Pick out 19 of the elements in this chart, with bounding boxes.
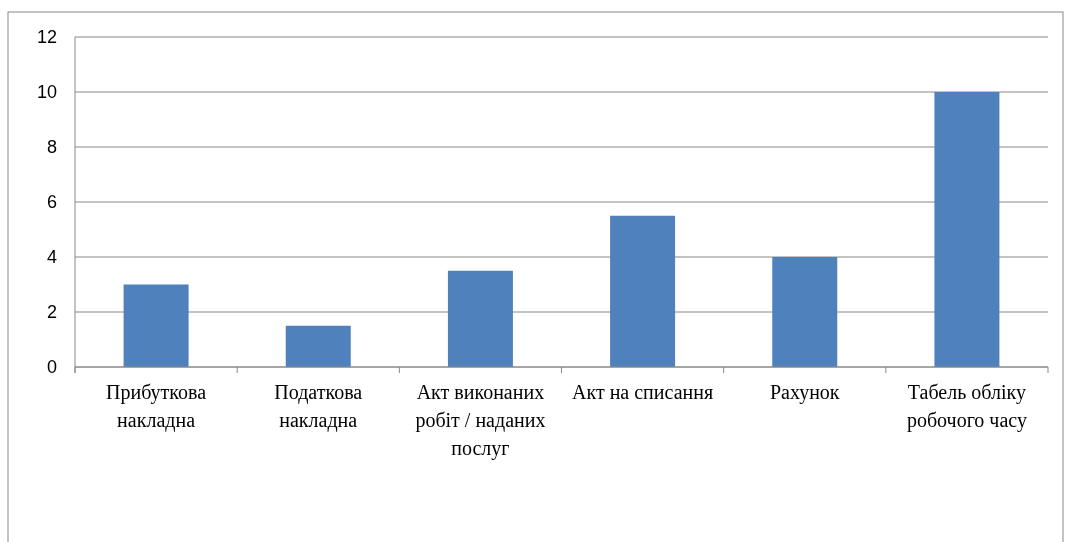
bar	[610, 215, 676, 367]
x-tick-label: Прибуткова накладна	[106, 381, 207, 432]
x-tick-label: Акт виконаних робіт / наданих послуг	[415, 381, 546, 460]
x-tick-label: Табель обліку робочого часу	[906, 381, 1027, 432]
bar	[447, 270, 513, 367]
y-tick-label: 2	[46, 302, 57, 323]
x-tick-label: Податкова накладна	[274, 381, 363, 432]
bar	[934, 92, 1000, 367]
y-tick-label: 6	[46, 192, 57, 213]
y-tick-label: 4	[46, 247, 57, 268]
y-tick-label: 10	[36, 82, 57, 103]
x-tick-label: Рахунок	[769, 381, 840, 404]
y-tick-label: 12	[36, 27, 57, 48]
y-tick-label: 0	[46, 357, 57, 378]
bar	[285, 325, 351, 367]
bar	[772, 257, 838, 367]
y-tick-label: 8	[46, 137, 57, 158]
bar	[123, 284, 189, 367]
x-tick-label: Акт на списання	[572, 381, 714, 403]
